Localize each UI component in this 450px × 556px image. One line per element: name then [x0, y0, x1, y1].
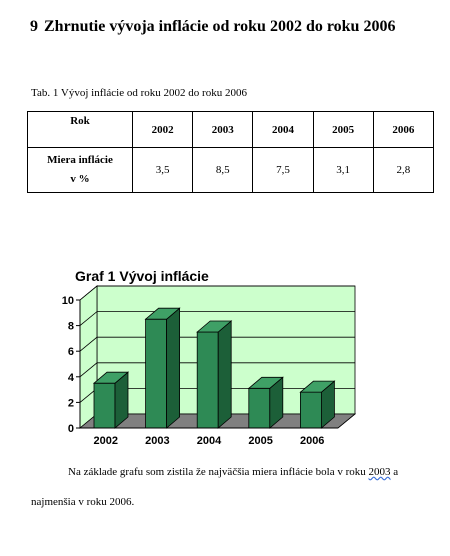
chart-labels: 0 2 4 6 8 10 2002 2003 2004 2005 2006: [62, 295, 325, 447]
gridline: [79, 285, 355, 301]
section-title: Zhrnutie vývoja inflácie od roku 2002 do…: [44, 18, 396, 35]
x-tick-label: 2004: [197, 435, 222, 447]
y-tick-label: 4: [68, 372, 75, 384]
bar: [247, 376, 284, 429]
section-heading: 9 Zhrnutie vývoja inflácie od roku 2002 d…: [30, 18, 395, 36]
row-label-cell: Miera inflácie v %: [27, 147, 133, 193]
bar-front: [196, 331, 219, 429]
bar-side: [166, 307, 181, 429]
table-caption: Tab. 1 Vývoj inflácie od roku 2002 do ro…: [31, 87, 247, 99]
year-cell: 2006: [372, 111, 435, 148]
conclusion-text: Na základe grafu som zistila že najväčši…: [68, 466, 366, 478]
value-cell: 3,5: [131, 147, 194, 193]
value-cell: 3,1: [312, 147, 374, 193]
year-cell: 2005: [312, 111, 374, 148]
chart-axes: [76, 299, 356, 429]
conclusion-year: 2003: [368, 466, 391, 478]
x-tick-label: 2005: [248, 435, 272, 447]
bar: [144, 307, 181, 429]
chart-title: Graf 1 Vývoj inflácie: [75, 268, 209, 284]
conclusion-line-1: Na základe grafu som zistila že najväčši…: [68, 466, 398, 478]
section-number: 9: [30, 18, 38, 35]
conclusion-text-end: a: [390, 466, 399, 478]
inflation-table: Rok 2002 2003 2004 2005 2006 Miera inflá…: [27, 111, 435, 193]
bar-top: [299, 380, 336, 393]
bar-front: [248, 387, 271, 429]
table-value-row: Miera inflácie v % 3,5 8,5 7,5 3,1 2,8: [27, 147, 435, 193]
gridline: [79, 336, 355, 352]
gridline: [79, 362, 355, 378]
bar-top: [92, 371, 130, 384]
bar-top: [144, 307, 181, 320]
bar-front: [93, 382, 116, 429]
bar-side: [217, 320, 232, 429]
row-label-line2: v %: [70, 173, 90, 185]
floor-edge: [337, 413, 356, 429]
y-tick-label: 8: [68, 321, 74, 333]
x-tick-label: 2003: [145, 435, 169, 447]
bar: [299, 380, 336, 429]
x-tick-label: 2006: [300, 435, 324, 447]
bar: [92, 371, 130, 429]
y-tick-label: 0: [68, 423, 74, 435]
y-tick-label: 2: [68, 397, 74, 409]
bar-top: [196, 320, 233, 333]
bar-top: [247, 376, 284, 389]
bar-front: [299, 391, 322, 429]
value-cell: 8,5: [192, 147, 254, 193]
x-tick-label: 2002: [94, 435, 118, 447]
year-cell: 2004: [252, 111, 314, 148]
table-header-row: Rok 2002 2003 2004 2005 2006: [27, 111, 435, 148]
y-tick-label: 6: [68, 346, 74, 358]
bar: [196, 320, 233, 429]
y-tick-label: 10: [62, 295, 74, 307]
conclusion-line-2: najmenšia v roku 2006.: [31, 496, 135, 508]
chart-gridlines: [79, 285, 355, 403]
value-cell: 2,8: [372, 147, 435, 193]
bar-front: [145, 318, 168, 429]
row-label-line1: Miera inflácie: [47, 154, 113, 166]
gridline: [79, 311, 355, 326]
